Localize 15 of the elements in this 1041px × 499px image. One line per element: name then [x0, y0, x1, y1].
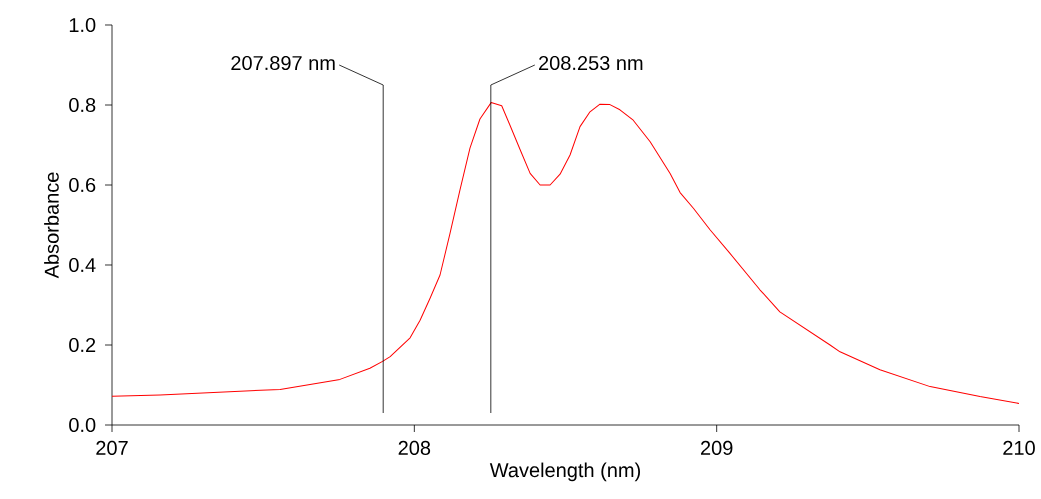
line-series — [111, 102, 1020, 404]
y-tick-label: 0.2 — [69, 337, 96, 353]
y-tick-label: 0.4 — [69, 257, 96, 273]
ref-line-label: 207.897 nm — [231, 55, 335, 71]
y-tick-label: 0.8 — [69, 97, 96, 113]
y-tick-label: 0.0 — [69, 417, 96, 433]
x-axis-title: Wavelength (nm) — [489, 462, 640, 482]
y-axis-title: Absorbance — [44, 172, 59, 279]
x-tick-label: 208 — [398, 440, 431, 456]
x-tick-label: 209 — [700, 440, 733, 456]
x-tick-label: 210 — [1003, 440, 1035, 456]
x-tick-label: 207 — [96, 440, 128, 456]
y-tick-label: 0.6 — [69, 177, 96, 193]
ref-line-label: 208.253 nm — [539, 55, 643, 71]
y-tick-label: 1.0 — [69, 17, 96, 33]
